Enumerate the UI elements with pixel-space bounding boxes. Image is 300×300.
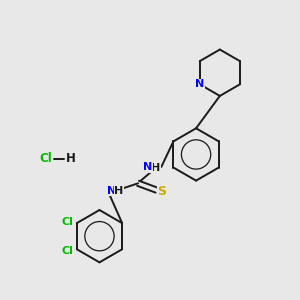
Text: H: H [114,186,123,196]
Text: H: H [66,152,76,165]
Text: N: N [107,186,116,196]
Text: H: H [151,164,160,173]
Text: N: N [143,162,152,172]
Text: Cl: Cl [62,217,74,226]
Text: S: S [158,185,166,198]
Text: Cl: Cl [40,152,52,165]
Text: N: N [195,79,204,89]
Text: Cl: Cl [62,246,74,256]
